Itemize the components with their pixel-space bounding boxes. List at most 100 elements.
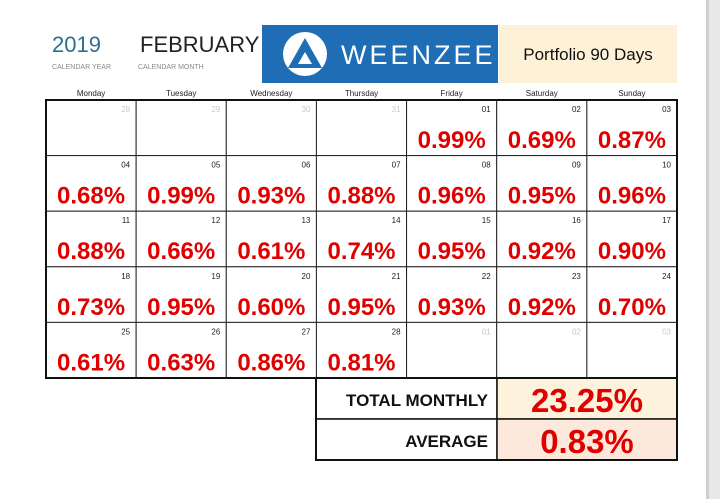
day-number: 02 xyxy=(572,327,581,336)
day-cell xyxy=(315,210,408,268)
weekday-label: Saturday xyxy=(526,89,558,98)
daily-return: 0.68% xyxy=(57,183,125,210)
year-caption: CALENDAR YEAR xyxy=(52,64,111,71)
daily-return: 0.61% xyxy=(237,238,305,265)
daily-return: 0.95% xyxy=(147,294,215,321)
weekday-label: Monday xyxy=(77,89,105,98)
day-number: 30 xyxy=(302,105,311,114)
day-cell xyxy=(225,266,317,323)
day-number: 04 xyxy=(121,161,130,170)
day-number: 10 xyxy=(662,161,671,170)
day-number: 01 xyxy=(482,327,491,336)
day-number: 01 xyxy=(482,105,491,114)
day-cell xyxy=(315,155,408,212)
daily-return: 0.96% xyxy=(418,183,486,210)
weekday-label: Thursday xyxy=(345,89,378,98)
day-cell xyxy=(225,155,317,212)
daily-return: 0.95% xyxy=(508,183,576,210)
daily-return: 0.69% xyxy=(508,127,576,154)
day-number: 13 xyxy=(302,216,311,225)
month: FEBRUARY xyxy=(140,32,260,57)
day-number: 16 xyxy=(572,216,581,225)
summary-label: AVERAGE xyxy=(405,432,488,451)
summary-value-cell xyxy=(496,377,678,420)
day-number: 06 xyxy=(302,161,311,170)
daily-return: 0.74% xyxy=(327,238,395,265)
month-caption: CALENDAR MONTH xyxy=(138,64,204,71)
daily-return: 0.99% xyxy=(147,183,215,210)
day-number: 27 xyxy=(302,327,311,336)
day-cell xyxy=(496,155,588,212)
daily-return: 0.95% xyxy=(327,294,395,321)
logo-icon xyxy=(283,32,327,76)
daily-return: 0.87% xyxy=(598,127,666,154)
summary-value: 23.25% xyxy=(531,382,643,419)
summary-border xyxy=(315,377,678,461)
daily-return: 0.92% xyxy=(508,294,576,321)
weekday-label: Wednesday xyxy=(250,89,292,98)
daily-return: 0.60% xyxy=(237,294,305,321)
edge-line xyxy=(706,0,709,499)
day-number: 15 xyxy=(482,216,491,225)
day-cell xyxy=(45,210,137,268)
weekday-label: Sunday xyxy=(618,89,645,98)
day-number: 25 xyxy=(121,327,130,336)
day-number: 14 xyxy=(392,216,401,225)
daily-return: 0.99% xyxy=(418,127,486,154)
daily-return: 0.95% xyxy=(418,238,486,265)
daily-return: 0.73% xyxy=(57,294,125,321)
year: 2019 xyxy=(52,32,101,57)
day-number: 19 xyxy=(211,272,220,281)
day-cell xyxy=(406,321,498,379)
day-number: 24 xyxy=(662,272,671,281)
day-cell xyxy=(586,155,678,212)
day-number: 26 xyxy=(211,327,220,336)
day-number: 18 xyxy=(121,272,130,281)
day-number: 08 xyxy=(482,161,491,170)
day-number: 29 xyxy=(211,105,220,114)
day-cell xyxy=(315,266,408,323)
day-number: 12 xyxy=(211,216,220,225)
day-cell xyxy=(406,210,498,268)
day-cell xyxy=(225,210,317,268)
weekday-label: Friday xyxy=(441,89,463,98)
day-cell xyxy=(135,210,227,268)
daily-return: 0.90% xyxy=(598,238,666,265)
day-number: 05 xyxy=(211,161,220,170)
day-cell xyxy=(225,321,317,379)
daily-return: 0.88% xyxy=(57,238,125,265)
day-number: 03 xyxy=(662,327,671,336)
daily-return: 0.81% xyxy=(327,349,395,376)
day-cell xyxy=(315,321,408,379)
day-cell xyxy=(586,99,678,157)
daily-return: 0.96% xyxy=(598,183,666,210)
daily-return: 0.88% xyxy=(327,183,395,210)
day-cell xyxy=(496,321,588,379)
daily-return: 0.93% xyxy=(418,294,486,321)
daily-return: 0.86% xyxy=(237,349,305,376)
day-cell xyxy=(496,210,588,268)
daily-return: 0.92% xyxy=(508,238,576,265)
edge-shadow xyxy=(706,0,720,499)
day-number: 28 xyxy=(392,327,401,336)
day-number: 03 xyxy=(662,105,671,114)
calendar-grid: Monday Tuesday Wednesday Thursday Friday Satu… xyxy=(45,89,678,379)
summary-value-cell xyxy=(496,418,678,461)
summary-label: TOTAL MONTHLY xyxy=(346,391,489,410)
day-number: 21 xyxy=(392,272,401,281)
day-number: 07 xyxy=(392,161,401,170)
day-cell xyxy=(406,266,498,323)
summary-value: 0.83% xyxy=(540,423,634,460)
daily-return: 0.70% xyxy=(598,294,666,321)
portfolio-box xyxy=(499,25,677,83)
day-number: 22 xyxy=(482,272,491,281)
daily-return: 0.66% xyxy=(147,238,215,265)
day-cell xyxy=(45,99,137,157)
weekday-label: Tuesday xyxy=(166,89,196,98)
day-number: 20 xyxy=(302,272,311,281)
daily-return: 0.63% xyxy=(147,349,215,376)
summary: TOTAL MONTHLY 23.25% AVERAGE 0.83% xyxy=(315,377,678,461)
logo-text: WEENZEE xyxy=(341,40,496,70)
day-number: 31 xyxy=(392,105,401,114)
